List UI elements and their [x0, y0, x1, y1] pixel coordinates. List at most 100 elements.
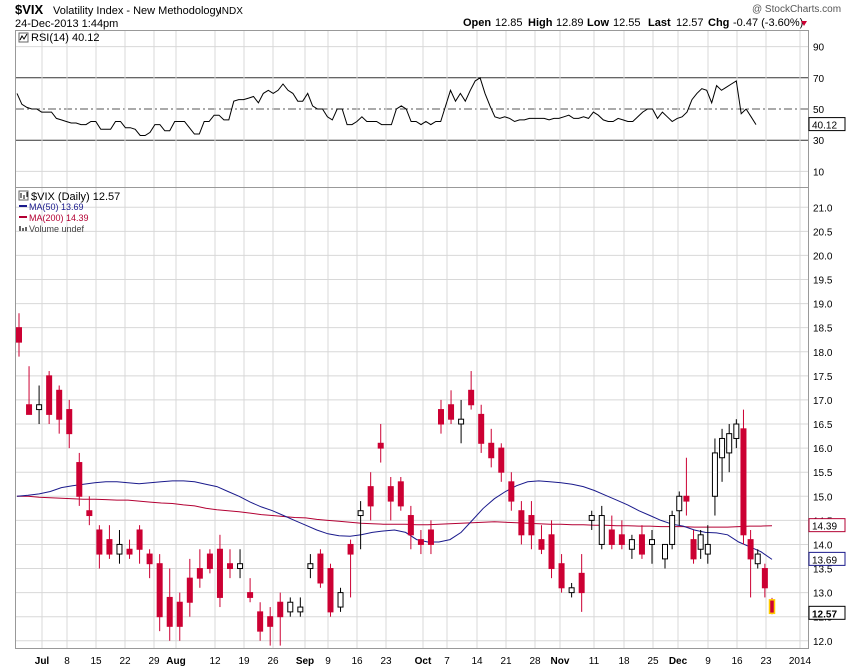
ma200-legend-text: MA(200) 14.39	[29, 213, 89, 223]
date-tick-label: Jul	[35, 656, 50, 667]
price-tick-label: 19.0	[813, 300, 833, 311]
candle-body	[719, 437, 726, 459]
candle-body	[598, 515, 605, 545]
ma50-legend-text: MA(50) 13.69	[29, 202, 84, 212]
candle-body	[367, 486, 374, 507]
price-tag-box	[808, 518, 846, 533]
date-tick-label: 25	[647, 656, 659, 667]
last-label: Last	[648, 17, 671, 29]
price-tick-label: 12.0	[813, 637, 833, 648]
candle-body	[327, 568, 334, 613]
rsi-tick-label: 90	[813, 43, 825, 54]
symbol: $VIX	[15, 2, 44, 17]
candle-body	[711, 452, 718, 497]
candle-body	[768, 599, 776, 615]
candle-body	[662, 543, 668, 560]
security-name: Volatility Index - New Methodology	[53, 5, 222, 17]
price-axis: 12.012.513.013.514.014.515.015.516.016.5…	[813, 203, 833, 648]
candle-body	[747, 539, 754, 560]
date-tick-label: 22	[119, 656, 131, 667]
date-tick-label: Oct	[415, 656, 432, 667]
candle-body	[206, 553, 213, 570]
date-tick-label: 19	[238, 656, 250, 667]
date-tick-label: 11	[589, 656, 600, 667]
chg-label: Chg	[708, 17, 729, 29]
candle-body	[704, 543, 711, 555]
ma50-line	[16, 480, 773, 560]
price-legend: $VIX (Daily) 12.57 MA(50) 13.69 MA(200) …	[18, 190, 120, 234]
candle-body	[287, 601, 294, 613]
candle-body	[76, 462, 83, 497]
down-arrow-icon	[801, 21, 807, 26]
candle-body	[357, 510, 364, 517]
rsi-legend-icon	[18, 32, 29, 43]
candle-body	[186, 577, 193, 603]
candle-body	[307, 563, 314, 570]
price-legend-icon	[18, 190, 29, 201]
candle-body	[247, 592, 254, 598]
candle-body	[608, 529, 615, 545]
candle-body	[106, 539, 113, 555]
exchange: INDX	[219, 6, 243, 17]
price-tick-label: 15.0	[813, 492, 833, 503]
date-tick-label: 23	[760, 656, 772, 667]
candle-body	[176, 601, 183, 627]
candle-body	[156, 563, 163, 618]
price-tick-label: 19.5	[813, 276, 833, 287]
candle-body	[36, 404, 43, 411]
ma50-series	[16, 480, 773, 560]
date-tick-label: 29	[148, 656, 160, 667]
date-tick-label: 14	[471, 656, 483, 667]
candle-body	[216, 548, 223, 598]
price-tag-label: 12.57	[812, 609, 837, 620]
date-tick-label: 12	[209, 656, 221, 667]
rsi-legend: RSI(14) 40.12	[18, 32, 99, 44]
date-tick-label: 18	[618, 656, 630, 667]
price-tag-label: 13.69	[812, 555, 837, 566]
ma200-legend-swatch	[19, 216, 27, 218]
candle-body	[448, 404, 455, 420]
price-tick-label: 17.5	[813, 372, 833, 383]
candle-body	[528, 515, 535, 536]
candle-body	[733, 423, 740, 439]
price-tick-label: 16.5	[813, 420, 833, 431]
candle-body	[458, 418, 465, 425]
candle-body	[740, 428, 747, 536]
date-tick-label: 16	[731, 656, 743, 667]
rsi-gridlines	[16, 31, 808, 187]
price-tag-box	[808, 605, 846, 620]
volume-legend-text: Volume undef	[29, 224, 85, 234]
datetime: 24-Dec-2013 1:44pm	[15, 18, 118, 30]
quote-bar: Open 12.85 High 12.89 Low 12.55 Last 12.…	[463, 17, 807, 29]
candle-body	[761, 568, 768, 589]
candle-body	[257, 611, 264, 632]
rsi-series: 40.12	[16, 77, 846, 136]
candle-body	[96, 529, 103, 555]
candlestick-series	[16, 313, 776, 646]
rsi-legend-text: RSI(14) 40.12	[31, 32, 99, 44]
last-value: 12.57	[676, 17, 704, 29]
high-label: High	[528, 17, 553, 29]
price-tick-label: 20.5	[813, 227, 833, 238]
date-tick-label: 7	[444, 656, 450, 667]
watermark: @ StockCharts.com	[752, 4, 841, 15]
date-tick-label: Sep	[296, 656, 314, 667]
candle-body	[558, 563, 565, 589]
candle-body	[649, 539, 655, 545]
price-legend-text: $VIX (Daily) 12.57	[31, 191, 120, 203]
date-tick-label: Aug	[166, 656, 185, 667]
candle-body	[488, 442, 495, 459]
price-tick-label: 16.0	[813, 444, 833, 455]
date-tick-label: 26	[267, 656, 279, 667]
price-tick-label: 18.5	[813, 324, 833, 335]
date-tick-label: Nov	[551, 656, 570, 667]
open-value: 12.85	[495, 17, 523, 29]
candle-body	[683, 495, 690, 502]
open-label: Open	[463, 17, 491, 29]
chg-value: -0.47 (-3.60%)	[733, 17, 803, 29]
candle-body	[237, 563, 244, 570]
candle-body	[427, 529, 434, 545]
price-tick-label: 15.5	[813, 468, 833, 479]
candle-body	[16, 327, 22, 343]
